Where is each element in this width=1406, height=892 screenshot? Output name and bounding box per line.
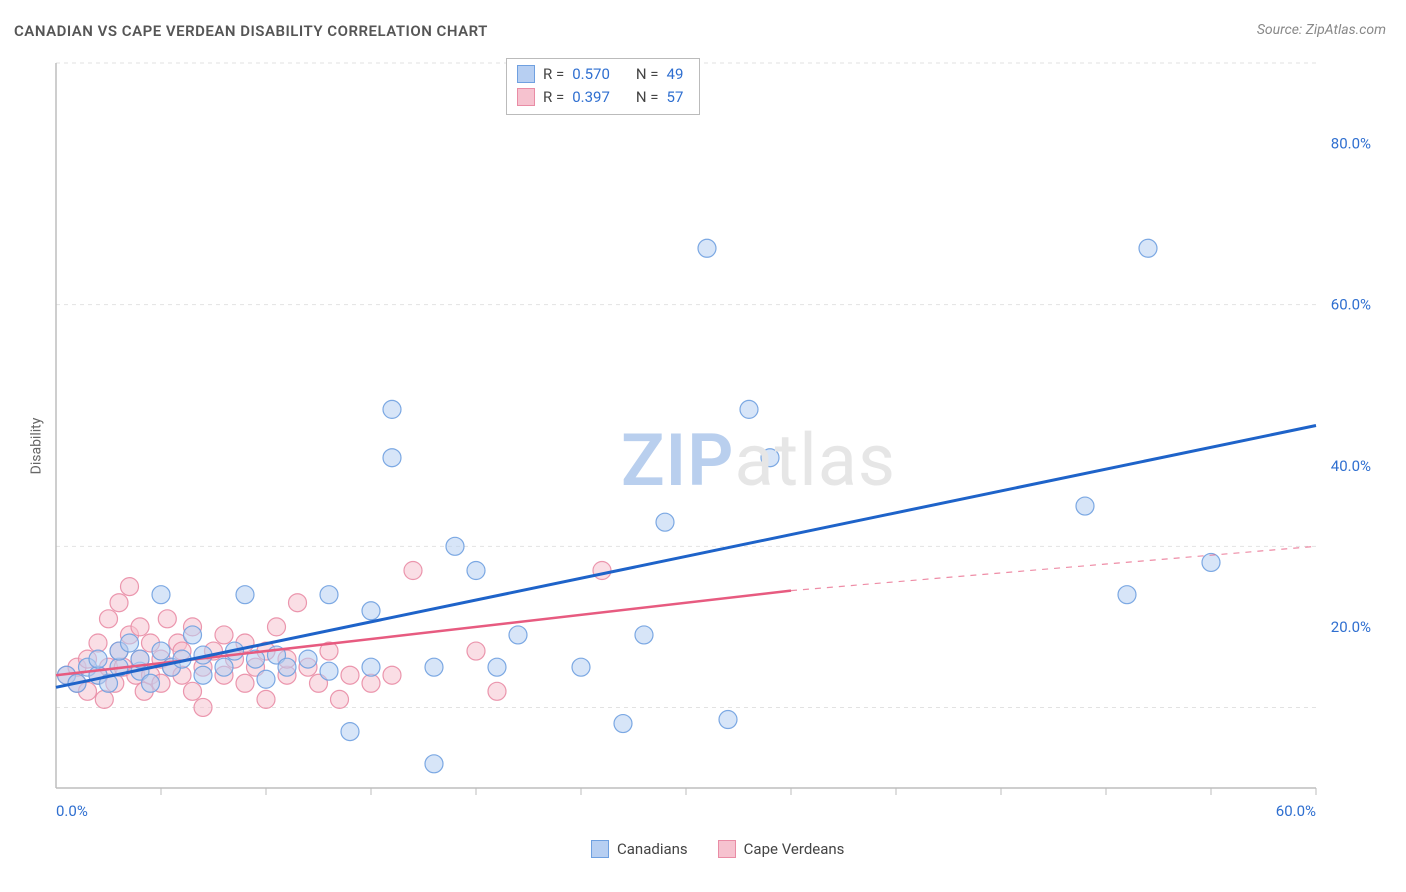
svg-text:0.0%: 0.0% [56, 802, 88, 820]
legend-label-capeverdeans: Cape Verdeans [744, 840, 845, 858]
n-value-capeverdeans: 57 [667, 86, 684, 109]
chart-svg: 0.0% 60.0% 20.0% 40.0% 60.0% 80.0% [46, 58, 1386, 828]
n-label: N = [636, 86, 659, 109]
y-axis-label: Disability [28, 418, 44, 475]
bottom-legend: Canadians Cape Verdeans [591, 840, 844, 858]
r-label: R = [543, 86, 564, 109]
source-attribution: Source: ZipAtlas.com [1257, 22, 1386, 38]
r-value-capeverdeans: 0.397 [572, 86, 610, 109]
legend-item-canadians: Canadians [591, 840, 688, 858]
r-value-canadians: 0.570 [572, 63, 610, 86]
swatch-canadians-icon [517, 65, 535, 83]
n-value-canadians: 49 [667, 63, 684, 86]
n-label: N = [636, 63, 659, 86]
svg-text:20.0%: 20.0% [1331, 618, 1371, 636]
chart-plot-area: 0.0% 60.0% 20.0% 40.0% 60.0% 80.0% R = 0.570 … [46, 58, 1386, 828]
stats-row-canadians: R = 0.570 N = 49 [517, 63, 683, 86]
svg-text:60.0%: 60.0% [1276, 802, 1316, 820]
swatch-canadians-icon [591, 840, 609, 858]
correlation-stats-box: R = 0.570 N = 49 R = 0.397 N = 57 [506, 58, 700, 115]
r-label: R = [543, 63, 564, 86]
svg-text:60.0%: 60.0% [1331, 296, 1371, 314]
svg-text:80.0%: 80.0% [1331, 135, 1371, 153]
svg-text:40.0%: 40.0% [1331, 457, 1371, 475]
chart-title: CANADIAN VS CAPE VERDEAN DISABILITY CORR… [14, 22, 488, 40]
swatch-capeverdeans-icon [517, 88, 535, 106]
stats-row-capeverdeans: R = 0.397 N = 57 [517, 86, 683, 109]
swatch-capeverdeans-icon [718, 840, 736, 858]
legend-label-canadians: Canadians [617, 840, 688, 858]
legend-item-capeverdeans: Cape Verdeans [718, 840, 845, 858]
